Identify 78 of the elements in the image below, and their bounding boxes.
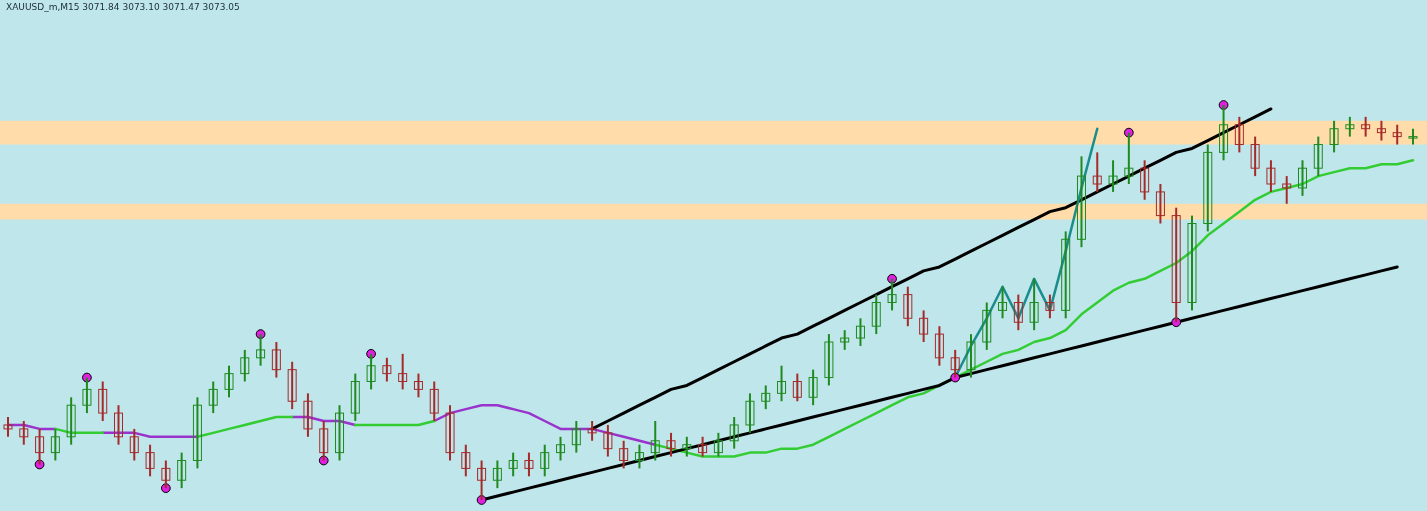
candlestick <box>1282 175 1292 205</box>
candlestick <box>824 333 834 387</box>
candlestick <box>556 435 566 462</box>
candlestick <box>1345 115 1355 138</box>
candlestick <box>1140 159 1150 201</box>
candlestick <box>1234 115 1244 154</box>
candlestick <box>350 372 360 422</box>
candlestick <box>1155 183 1165 225</box>
candlestick <box>1013 293 1023 332</box>
candlestick <box>745 392 755 434</box>
candlestick <box>903 285 913 328</box>
candlestick <box>429 380 439 422</box>
candlestick <box>855 317 865 347</box>
candlestick <box>129 427 139 462</box>
candlestick <box>98 380 108 422</box>
candlestick <box>492 459 502 490</box>
candlestick <box>66 396 76 446</box>
candlestick <box>682 435 692 458</box>
candlestick <box>1187 214 1197 312</box>
candlestick <box>1376 119 1386 142</box>
candlestick <box>1250 135 1260 178</box>
candlestick <box>1297 159 1307 197</box>
candlestick <box>1061 230 1071 320</box>
candlestick <box>335 404 345 462</box>
candlestick <box>808 368 818 407</box>
candlestick <box>271 341 281 379</box>
candlestick <box>1045 293 1055 320</box>
candlestick <box>461 443 471 478</box>
candlestick <box>603 423 613 458</box>
candlestick <box>1029 277 1039 332</box>
chart-title: XAUUSD_m,M15 3071.84 3073.10 3071.47 3073.05 <box>6 2 240 12</box>
candlestick <box>3 416 13 438</box>
candlestick <box>1076 155 1086 249</box>
candlestick <box>998 285 1008 320</box>
candlestick <box>192 396 202 470</box>
candlestick <box>587 420 597 442</box>
candlestick <box>145 443 155 478</box>
candlestick <box>1092 151 1102 193</box>
candlestick <box>666 431 676 458</box>
candlestick <box>540 443 550 478</box>
candlestick <box>982 301 992 351</box>
candlestick <box>19 420 29 446</box>
candlestick <box>966 333 976 379</box>
candlestick <box>619 439 629 470</box>
candlestick <box>840 329 850 351</box>
candlestick <box>1329 119 1339 154</box>
candlestick <box>934 325 944 367</box>
candlestick <box>1313 135 1323 178</box>
candlestick <box>413 372 423 399</box>
candlestick <box>398 352 408 391</box>
candlestick <box>650 420 660 462</box>
candlestick <box>508 451 518 478</box>
candlestick <box>50 427 60 462</box>
candlestick <box>729 416 739 450</box>
candlestick <box>287 360 297 411</box>
candlestick <box>792 372 802 403</box>
candlestick <box>571 420 581 454</box>
candlestick <box>871 293 881 336</box>
candlestick <box>713 431 723 458</box>
candlestick <box>303 392 313 438</box>
candlestick <box>1266 159 1276 193</box>
candlestick <box>224 364 234 399</box>
candlestick <box>382 356 392 383</box>
candlestick <box>177 451 187 490</box>
candlestick <box>240 348 250 383</box>
candlestick <box>777 364 787 403</box>
candlestick <box>919 309 929 343</box>
candlestick <box>1361 115 1371 138</box>
candlestick <box>761 384 771 411</box>
candlestick <box>698 435 708 458</box>
candlestick <box>114 404 124 446</box>
candlestick <box>1392 123 1402 146</box>
candlestick <box>445 404 455 462</box>
candlestick <box>1108 159 1118 193</box>
candlestick <box>524 451 534 478</box>
candlestick <box>208 380 218 415</box>
candlestick <box>634 443 644 470</box>
candlestick <box>1203 143 1213 233</box>
